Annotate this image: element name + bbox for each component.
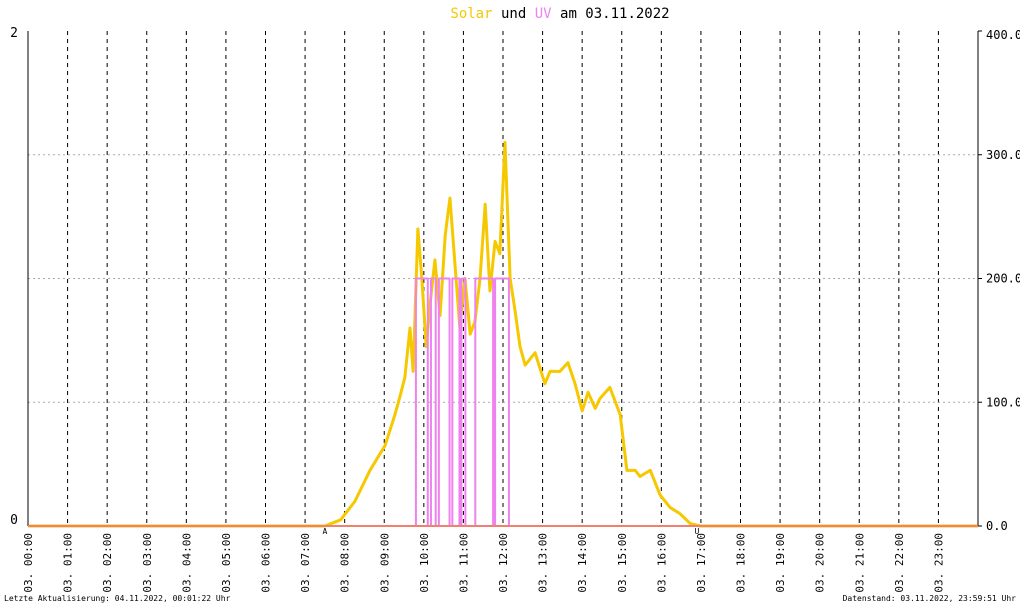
annotation: U [695,527,700,536]
x-tick-label: 03. 05:00 [220,533,233,593]
chart-title: Solar und UV am 03.11.2022 [450,6,669,22]
x-tick-label: 03. 12:00 [497,533,510,593]
y-tick-label: 2 [10,26,18,41]
y2-tick-label: 300.0 [986,148,1020,162]
title-join: und [501,6,526,22]
x-tick-label: 03. 08:00 [339,533,352,593]
x-tick-label: 03. 23:00 [932,533,945,593]
y2-tick-label: 400.0 [986,28,1020,42]
x-tick-label: 03. 19:00 [774,533,787,593]
x-tick-label: 03. 22:00 [893,533,906,593]
x-tick-label: 03. 11:00 [457,533,470,593]
title-date: am 03.11.2022 [560,6,670,22]
x-tick-label: 03. 04:00 [180,533,193,593]
x-tick-label: 03. 17:00 [695,533,708,593]
y2-tick-label: 200.0 [986,272,1020,286]
x-tick-label: 03. 03:00 [141,533,154,593]
x-tick-label: 03. 01:00 [62,533,75,593]
x-tick-label: 03. 00:00 [22,533,35,593]
y-tick-label: 0 [10,513,18,528]
x-tick-label: 03. 07:00 [299,533,312,593]
y2-tick-label: 100.0 [986,395,1020,409]
x-tick-label: 03. 15:00 [616,533,629,593]
labels: 03. 00:00 03. 01:00 03. 02:00 03. 03:00 03. … [10,26,1020,593]
x-tick-label: 03. 20:00 [814,533,827,593]
x-tick-label: 03. 13:00 [537,533,550,593]
series-line [28,140,978,528]
x-tick-label: 03. 14:00 [576,533,589,593]
title-uv: UV [535,6,552,22]
y2-tick-label: 0.0 [986,519,1008,533]
x-tick-label: 03. 02:00 [101,533,114,593]
grid [28,30,982,527]
x-tick-label: 03. 21:00 [853,533,866,593]
footer-left: Letzte Aktualisierung: 04.11.2022, 00:01… [4,594,231,603]
x-tick-label: 03. 18:00 [735,533,748,593]
footer-right: Datenstand: 03.11.2022, 23:59:51 Uhr [843,594,1017,603]
annotation: A [322,527,327,536]
title-solar: Solar [450,6,492,22]
x-tick-label: 03. 09:00 [378,533,391,593]
x-tick-label: 03. 16:00 [655,533,668,593]
x-tick-label: 03. 06:00 [260,533,273,593]
x-tick-label: 03. 10:00 [418,533,431,593]
